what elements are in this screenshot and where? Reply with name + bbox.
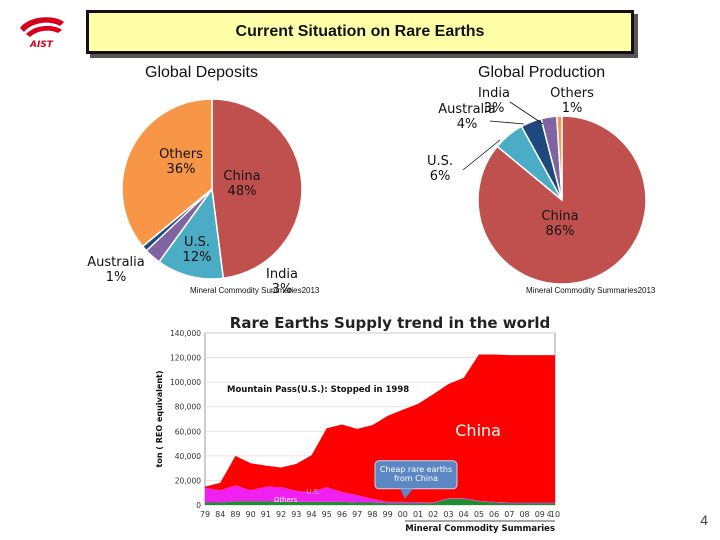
logo-text: AIST — [29, 40, 54, 50]
x-tick-label: 92 — [276, 510, 286, 519]
pie-label-india: India 3% — [266, 267, 298, 297]
pie-label-us: U.S. 6% — [427, 154, 453, 184]
pie-slice-others — [121, 98, 213, 248]
x-tick-label: 10 — [550, 510, 560, 519]
x-tick-label: 03 — [443, 510, 453, 519]
x-tick-label: 95 — [322, 510, 332, 519]
supply-trend-chart: 0 20,000 40,000 60,000 80,000 100,000 120,000 1… — [155, 314, 560, 534]
pie-label-others: Others 1% — [550, 86, 594, 116]
pie-label-china: China 86% — [541, 209, 578, 239]
pie-slice-china — [211, 98, 303, 280]
deposits-source: Mineral Commodity Summaries2013 — [190, 286, 320, 295]
x-tick-label: 90 — [246, 510, 256, 519]
x-tick-label: 93 — [291, 510, 301, 519]
x-tick-label: 09 — [535, 510, 545, 519]
page-title: Current Situation on Rare Earths — [235, 23, 485, 40]
area-series-us — [205, 485, 555, 504]
y-tick-label: 40,000 — [175, 452, 201, 461]
x-tick-label: 94 — [306, 510, 316, 519]
x-tick-label: 01 — [413, 510, 423, 519]
y-tick-label: 100,000 — [170, 378, 201, 387]
area-series-china — [205, 354, 555, 503]
page-number: 4 — [700, 512, 708, 528]
cheap-china-callout — [374, 460, 458, 490]
x-tick-label: 06 — [489, 510, 499, 519]
area-source: Mineral Commodity Summaries — [405, 524, 555, 534]
leader-line — [509, 101, 544, 125]
x-tick-label: 96 — [337, 510, 347, 519]
deposits-title: Global Deposits — [145, 64, 258, 81]
x-tick-label: 99 — [383, 510, 393, 519]
y-tick-label: 0 — [196, 501, 201, 510]
area-chart-title: Rare Earths Supply trend in the world — [230, 314, 550, 332]
callout-pointer — [400, 488, 413, 499]
x-tick-label: 98 — [367, 510, 377, 519]
pie-slice-others — [555, 115, 563, 201]
mountain-pass-note: Mountain Pass(U.S.): Stopped in 1998 — [227, 385, 409, 395]
y-axis-label: ton ( REO equivalent) — [155, 371, 164, 468]
production-pie: China 86% U.S. 6% Australia 4%India 3% Others 1% — [427, 86, 647, 285]
title-box: Current Situation on Rare Earths — [86, 10, 634, 54]
y-tick-label: 80,000 — [175, 403, 201, 412]
china-area-label: China — [455, 421, 501, 440]
pie-label-china: China 48% — [223, 169, 260, 199]
production-source: Mineral Commodity Summaries2013 — [526, 286, 656, 295]
x-tick-label: 08 — [519, 510, 529, 519]
pie-charts: China 48% U.S. 12% India 3% Australia 1% Others 3… — [87, 86, 647, 297]
x-tick-label: 84 — [215, 510, 225, 519]
y-tick-label: 140,000 — [170, 329, 201, 338]
leader-line — [462, 139, 501, 171]
pie-slice-us — [158, 187, 225, 280]
callout-text: Cheap rare earths from China — [380, 465, 452, 483]
us-area-label: U.S. — [306, 488, 320, 496]
aist-logo: AIST — [20, 17, 64, 50]
others-area-label: Others — [274, 496, 298, 504]
pie-label-india: India 3% — [478, 86, 510, 116]
y-tick-label: 60,000 — [175, 427, 201, 436]
pie-label-australia: Australia 1% — [87, 255, 145, 285]
leader-line — [489, 120, 525, 125]
y-tick-label: 20,000 — [175, 476, 201, 485]
x-tick-label: 02 — [428, 510, 438, 519]
production-title: Global Production — [478, 64, 606, 81]
deposits-pie: China 48% U.S. 12% India 3% Australia 1% Others 3… — [87, 98, 303, 297]
area-series-others — [205, 498, 555, 505]
pie-label-us: U.S. 12% — [183, 235, 212, 265]
x-tick-label: 00 — [398, 510, 408, 519]
y-tick-label: 120,000 — [170, 354, 201, 363]
x-tick-label: 79 — [200, 510, 210, 519]
x-tick-label: 07 — [504, 510, 514, 519]
x-tick-label: 89 — [230, 510, 240, 519]
x-tick-label: 05 — [474, 510, 484, 519]
x-tick-label: 91 — [261, 510, 271, 519]
x-tick-label: 97 — [352, 510, 362, 519]
pie-label-others: Others 36% — [159, 147, 203, 177]
edge-mark: 4 — [546, 510, 551, 519]
x-tick-label: 04 — [459, 510, 469, 519]
pie-label-australia: Australia 4% — [438, 102, 496, 132]
